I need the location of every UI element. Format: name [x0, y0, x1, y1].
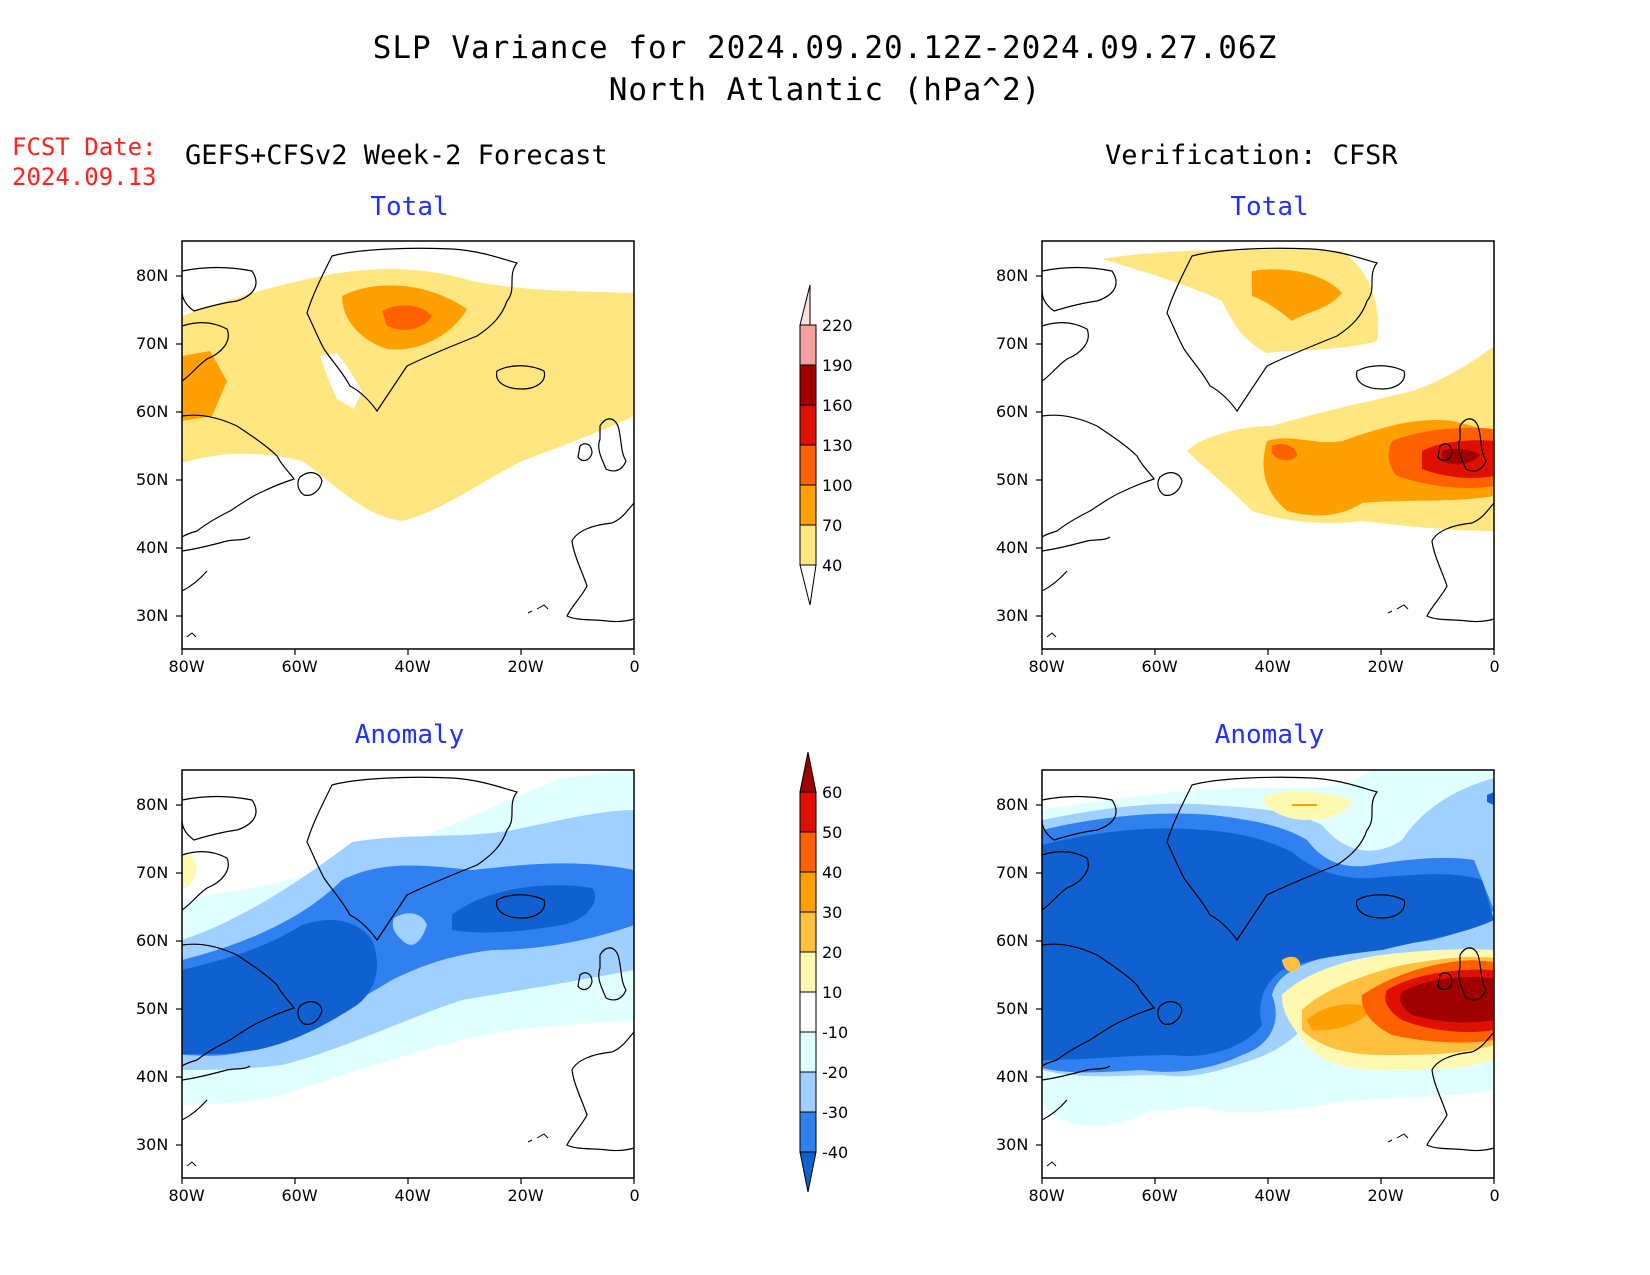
lat-label: 50N — [136, 470, 169, 489]
lon-label: 80W — [1028, 1186, 1065, 1205]
lat-label: 30N — [136, 1135, 169, 1154]
lat-label: 70N — [996, 863, 1029, 882]
map-forecast-total — [181, 240, 635, 650]
lon-label: 0 — [629, 1186, 640, 1205]
cbar-total-label-70: 70 — [822, 516, 843, 535]
lon-label: 40W — [394, 657, 431, 676]
lon-label: 80W — [168, 657, 205, 676]
map-verification-total — [1041, 240, 1495, 650]
cbar-total-label-220: 220 — [822, 316, 853, 335]
cbar-anom-label-neg30: -30 — [822, 1103, 849, 1122]
lon-label: 20W — [507, 1186, 544, 1205]
lat-label: 70N — [136, 334, 169, 353]
lat-label: 30N — [136, 606, 169, 625]
lat-label: 80N — [996, 795, 1029, 814]
forecast-column-title: GEFS+CFSv2 Week-2 Forecast — [185, 140, 608, 171]
cbar-anom-label-40: 40 — [822, 863, 843, 882]
lat-label: 80N — [136, 795, 169, 814]
panel-title-forecast-anomaly: Anomaly — [354, 720, 465, 750]
lat-label: 40N — [996, 1067, 1029, 1086]
colorbar-anomaly — [799, 751, 817, 1193]
lon-label: 60W — [1141, 1186, 1178, 1205]
colorbar-total — [799, 284, 817, 606]
lat-label: 70N — [996, 334, 1029, 353]
lon-label: 20W — [1367, 657, 1404, 676]
lat-label: 50N — [996, 470, 1029, 489]
lon-label: 0 — [1489, 1186, 1500, 1205]
verification-column-title: Verification: CFSR — [1105, 140, 1398, 171]
lon-label: 20W — [1367, 1186, 1404, 1205]
panel-title-verification-total: Total — [1230, 192, 1309, 222]
cbar-total-label-100: 100 — [822, 476, 853, 495]
lat-label: 40N — [136, 538, 169, 557]
cbar-anom-label-neg40: -40 — [822, 1143, 849, 1162]
map-forecast-anomaly — [181, 769, 635, 1179]
lat-label: 60N — [136, 931, 169, 950]
cbar-total-label-160: 160 — [822, 396, 853, 415]
map-verification-anomaly — [1041, 769, 1495, 1179]
lon-label: 80W — [168, 1186, 205, 1205]
main-title-line1: SLP Variance for 2024.09.20.12Z-2024.09.… — [372, 30, 1278, 66]
cbar-anom-label-neg10: -10 — [822, 1023, 849, 1042]
lat-label: 40N — [996, 538, 1029, 557]
lon-label: 0 — [629, 657, 640, 676]
cbar-anom-label-50: 50 — [822, 823, 843, 842]
lon-label: 60W — [1141, 657, 1178, 676]
lat-label: 50N — [996, 999, 1029, 1018]
lon-label: 0 — [1489, 657, 1500, 676]
cbar-total-label-190: 190 — [822, 356, 853, 375]
lon-label: 40W — [1254, 657, 1291, 676]
main-title-line2: North Atlantic (hPa^2) — [608, 72, 1042, 108]
cbar-anom-label-60: 60 — [822, 783, 843, 802]
cbar-total-label-130: 130 — [822, 436, 853, 455]
lon-label: 40W — [1254, 1186, 1291, 1205]
panel-title-verification-anomaly: Anomaly — [1214, 720, 1325, 750]
lat-label: 50N — [136, 999, 169, 1018]
lat-label: 80N — [996, 266, 1029, 285]
cbar-anom-label-30: 30 — [822, 903, 843, 922]
lon-label: 60W — [281, 657, 318, 676]
lat-label: 60N — [996, 931, 1029, 950]
cbar-anom-label-20: 20 — [822, 943, 843, 962]
lon-label: 80W — [1028, 657, 1065, 676]
lon-label: 60W — [281, 1186, 318, 1205]
lat-label: 40N — [136, 1067, 169, 1086]
lat-label: 80N — [136, 266, 169, 285]
lon-label: 40W — [394, 1186, 431, 1205]
lat-label: 60N — [136, 402, 169, 421]
fcst-date-value: 2024.09.13 — [12, 163, 157, 191]
panel-title-forecast-total: Total — [370, 192, 449, 222]
fcst-date-label: FCST Date: — [12, 133, 157, 161]
cbar-anom-label-neg20: -20 — [822, 1063, 849, 1082]
lat-label: 30N — [996, 1135, 1029, 1154]
lat-label: 30N — [996, 606, 1029, 625]
lon-label: 20W — [507, 657, 544, 676]
cbar-anom-label-10: 10 — [822, 983, 843, 1002]
lat-label: 70N — [136, 863, 169, 882]
cbar-total-label-40: 40 — [822, 556, 843, 575]
lat-label: 60N — [996, 402, 1029, 421]
axis-ticks — [176, 275, 1495, 1184]
